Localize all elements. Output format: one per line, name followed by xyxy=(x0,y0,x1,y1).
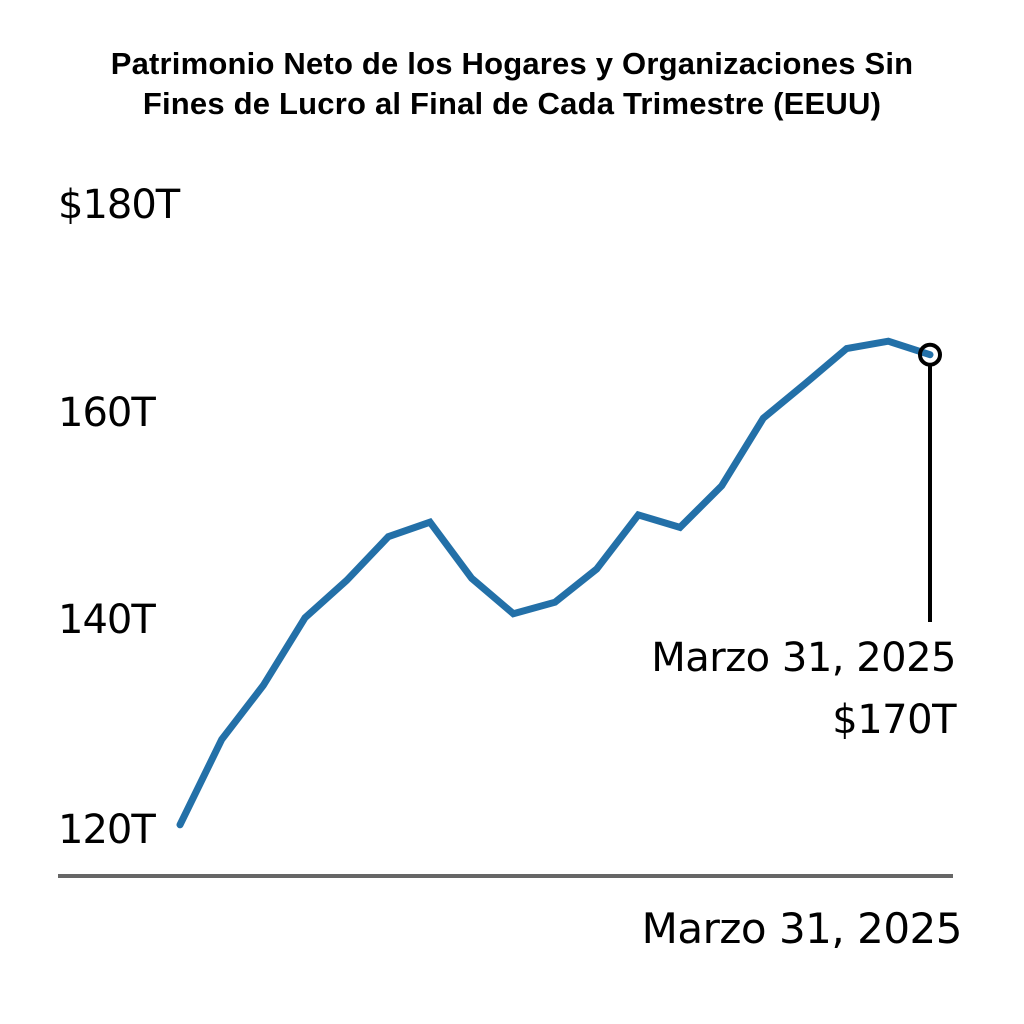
chart-title-line-2: Fines de Lucro al Final de Cada Trimestr… xyxy=(142,86,882,121)
annotation-date: Marzo 31, 2025 xyxy=(651,635,956,681)
chart-title: Patrimonio Neto de los Hogares y Organiz… xyxy=(0,44,1024,124)
y-tick-180: $180T xyxy=(58,182,180,228)
y-tick-160: 160T xyxy=(58,390,156,436)
annotation-value: $170T xyxy=(832,697,956,743)
net-worth-line xyxy=(176,337,934,829)
x-axis-label: Marzo 31, 2025 xyxy=(641,904,963,953)
chart-title-line-1: Patrimonio Neto de los Hogares y Organiz… xyxy=(110,46,914,81)
last-point-marker xyxy=(918,342,942,367)
y-tick-120: 120T xyxy=(58,807,156,853)
y-tick-140: 140T xyxy=(58,597,156,643)
